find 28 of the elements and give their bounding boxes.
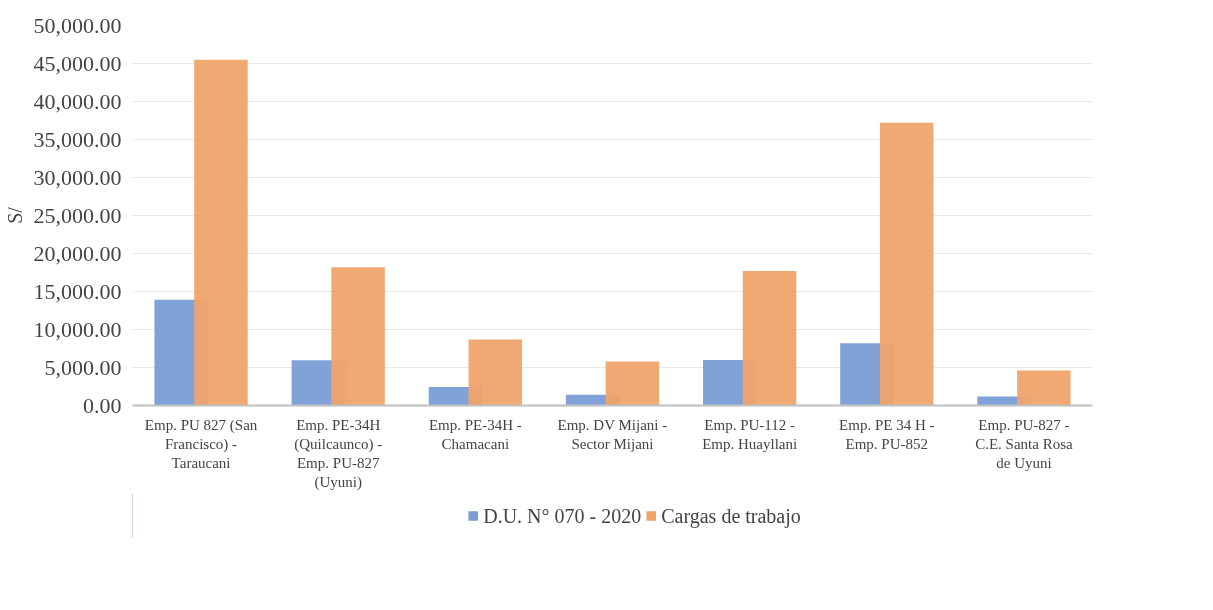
bar [879,122,934,406]
bar [194,59,248,406]
y-tick-label: 5,000.00 [44,354,122,380]
y-tick-label: 20,000.00 [33,240,122,266]
x-tick-label: Emp. PE-34H - Chamacani [428,416,522,452]
x-tick-label: Emp. PE-34H (Quilcaunco) - Emp. PU-827 (Uyuni) [294,416,383,492]
x-tick-label: Emp. DV Mijani - Sector Mijani [557,416,668,452]
legend-label: D.U. N° 070 - 2020 [483,504,642,527]
bar [742,270,797,406]
x-tick-label: Emp. PU-827 - C.E. Santa Rosa de Uyuni [975,416,1074,471]
legend-label: Cargas de trabajo [661,504,801,527]
y-tick-label: 15,000.00 [33,278,122,304]
x-tick-label: Emp. PE 34 H - Emp. PU-852 [839,416,935,452]
y-tick-label: 45,000.00 [33,50,122,76]
bar [1017,370,1071,406]
x-tick-label: Emp. PU-112 - Emp. Huayllani [702,416,798,452]
y-tick-label: 50,000.00 [33,12,122,38]
y-axis-title: S/ [3,206,26,224]
bar [605,361,660,406]
y-tick-label: 25,000.00 [33,202,122,228]
y-tick-label: 40,000.00 [33,88,122,114]
y-tick-label: 30,000.00 [33,164,122,190]
y-tick-label: 0.00 [83,392,122,418]
y-tick-label: 10,000.00 [33,316,122,342]
y-tick-label: 35,000.00 [33,126,122,152]
bar [468,339,522,406]
bar [331,267,385,406]
x-tick-label: Emp. PU 827 (San Francisco) - Taraucani [144,416,258,471]
